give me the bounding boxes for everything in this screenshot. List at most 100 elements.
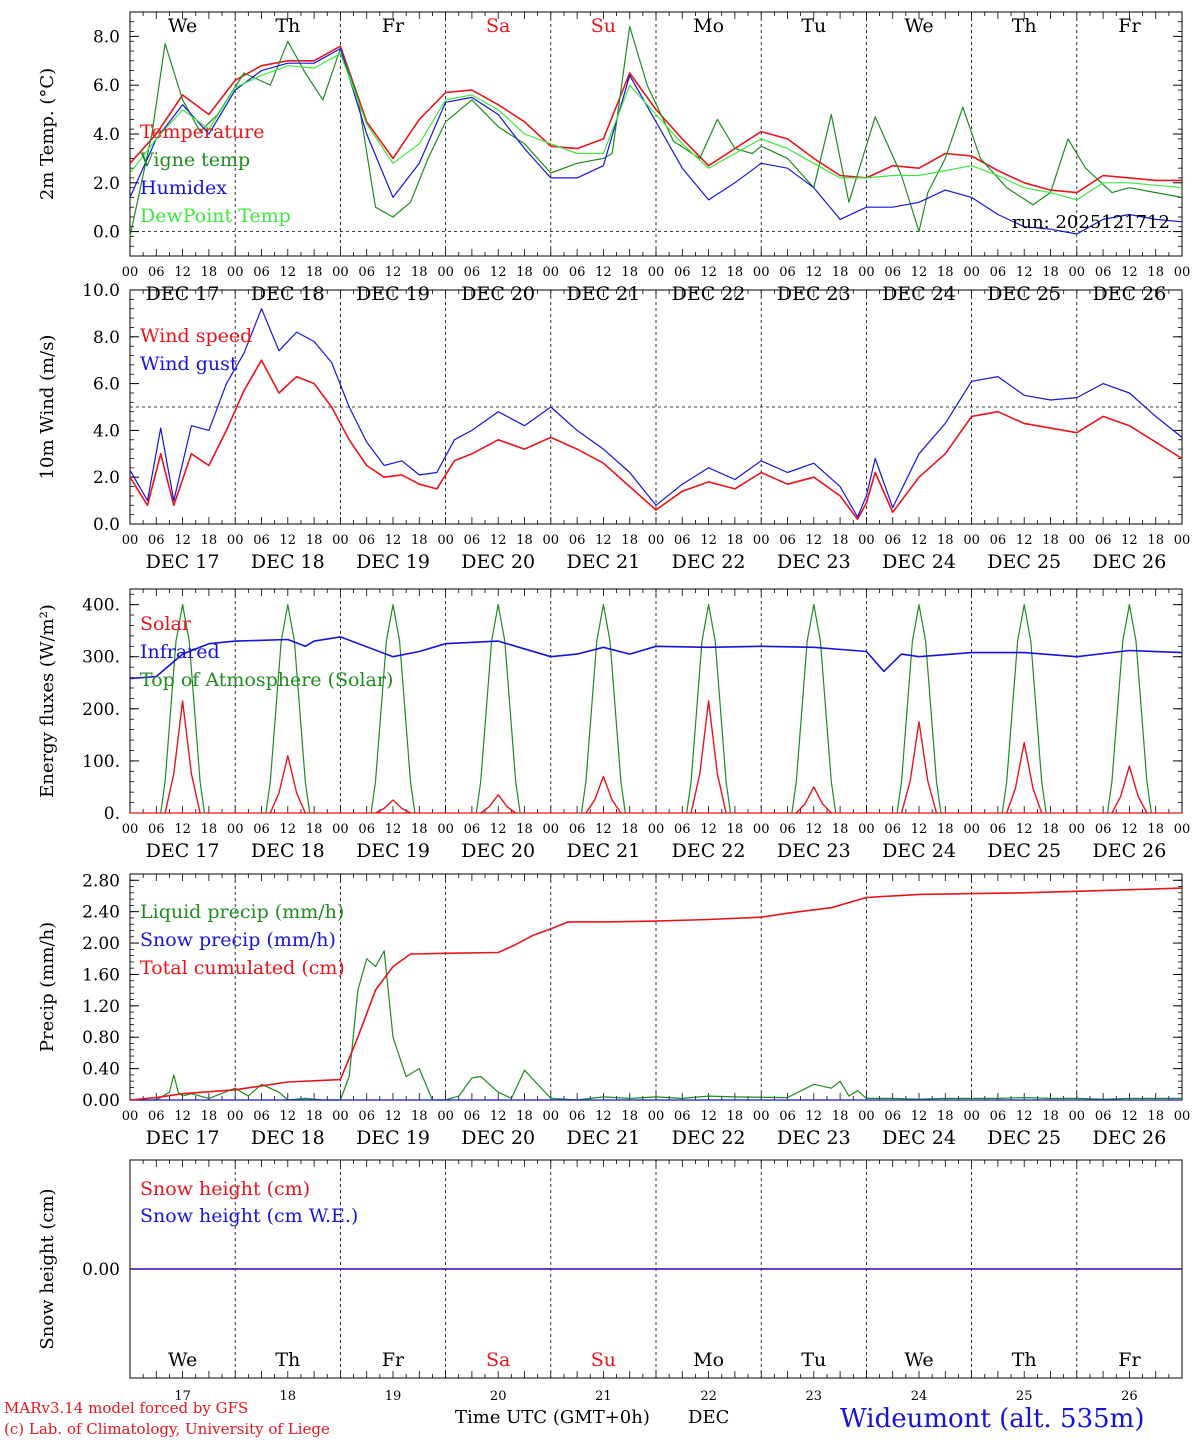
hour-label: 18 — [832, 1109, 849, 1124]
hour-label: 00 — [858, 265, 875, 280]
day-number-label: 21 — [595, 1389, 612, 1404]
hour-label: 12 — [595, 265, 612, 280]
legend-wind-speed: Wind speed — [140, 325, 252, 347]
y-tick-label: 0.0 — [93, 515, 120, 535]
hour-label: 18 — [411, 533, 428, 548]
hour-label: 06 — [884, 822, 901, 837]
y-tick-label: 4.0 — [93, 125, 120, 145]
legend-humidex: Humidex — [140, 177, 227, 199]
y-tick-label: 6.0 — [93, 375, 120, 395]
hour-label: 00 — [753, 1109, 770, 1124]
hour-label: 12 — [1016, 533, 1033, 548]
weekday-label: Fr — [382, 1349, 405, 1371]
hour-label: 12 — [1121, 265, 1138, 280]
weekday-label: Fr — [1118, 15, 1141, 37]
hour-label: 00 — [437, 265, 454, 280]
y-tick-label: 0.40 — [82, 1060, 120, 1080]
hour-label: 06 — [990, 533, 1007, 548]
day-number-label: 23 — [806, 1389, 823, 1404]
hour-label: 00 — [963, 1109, 980, 1124]
date-label: DEC 25 — [987, 1127, 1061, 1149]
plot-frame — [129, 588, 1183, 814]
y-axis-label: 2m Temp. (°C) — [37, 68, 58, 200]
hour-label: 00 — [963, 533, 980, 548]
solar-day-4 — [480, 794, 517, 814]
series-vigne-temp — [129, 26, 1183, 237]
weekday-label: Tu — [801, 1349, 826, 1371]
hour-label: 00 — [1069, 533, 1086, 548]
date-label: DEC 25 — [987, 551, 1061, 573]
hour-label: 18 — [937, 265, 954, 280]
toa-solar-day-2 — [265, 603, 311, 814]
hour-label: 06 — [674, 533, 691, 548]
hour-label: 12 — [1016, 1109, 1033, 1124]
legend-total-cumulated-cm-: Total cumulated (cm) — [140, 957, 345, 979]
toa-solar-day-4 — [475, 603, 521, 814]
y-tick-label: 0.0 — [93, 223, 120, 243]
date-label: DEC 18 — [251, 1127, 325, 1149]
weekday-label: Mo — [693, 15, 724, 37]
hour-label: 18 — [516, 265, 533, 280]
hour-label: 06 — [569, 1109, 586, 1124]
hour-label: 06 — [779, 533, 796, 548]
hour-label: 06 — [358, 822, 375, 837]
hour-label: 18 — [306, 1109, 323, 1124]
y-axis-label: Snow height (cm) — [37, 1188, 58, 1349]
hour-label: 18 — [727, 265, 744, 280]
y-tick-label: 4.0 — [93, 421, 120, 441]
hour-label: 00 — [963, 822, 980, 837]
date-label: DEC 19 — [356, 1127, 430, 1149]
hour-label: 00 — [543, 265, 560, 280]
date-label: DEC 18 — [251, 840, 325, 862]
solar-day-1 — [164, 700, 201, 814]
hour-label: 00 — [1174, 265, 1191, 280]
legend-vigne-temp: Vigne temp — [139, 149, 250, 171]
day-number-label: 26 — [1121, 1389, 1138, 1404]
date-label: DEC 20 — [461, 551, 535, 573]
toa-solar-day-10 — [1106, 603, 1152, 814]
solar-day-2 — [269, 755, 306, 814]
hour-label: 12 — [911, 265, 928, 280]
weekday-label: Fr — [1118, 1349, 1141, 1371]
hour-label: 00 — [437, 1109, 454, 1124]
hour-label: 18 — [832, 533, 849, 548]
hour-label: 18 — [1042, 265, 1059, 280]
y-axis-label: Energy fluxes (W/m²) — [37, 604, 58, 798]
hour-label: 12 — [174, 265, 191, 280]
date-label: DEC 17 — [146, 551, 220, 573]
hour-label: 18 — [201, 822, 218, 837]
weekday-label: Th — [275, 1349, 300, 1371]
y-tick-label: 0.80 — [82, 1028, 120, 1048]
y-tick-label: 1.60 — [82, 965, 120, 985]
hour-label: 12 — [595, 533, 612, 548]
weekday-label: Mo — [693, 1349, 724, 1371]
weekday-label: Th — [1012, 15, 1037, 37]
solar-day-6 — [690, 700, 727, 814]
hour-label: 12 — [911, 533, 928, 548]
date-label: DEC 22 — [672, 1127, 746, 1149]
hour-label: 12 — [174, 533, 191, 548]
hour-label: 18 — [937, 533, 954, 548]
x-axis-label: Time UTC (GMT+0h) — [455, 1407, 650, 1428]
hour-label: 18 — [1147, 822, 1164, 837]
weekday-label: We — [168, 1349, 197, 1371]
legend-snow-height-cm-w-e-: Snow height (cm W.E.) — [140, 1205, 358, 1227]
lab-credit: (c) Lab. of Climatology, University of L… — [4, 1420, 330, 1438]
y-tick-label: 2.80 — [82, 871, 120, 891]
hour-label: 00 — [227, 265, 244, 280]
weekday-label: We — [168, 15, 197, 37]
hour-label: 18 — [516, 533, 533, 548]
legend-wind-gust: Wind gust — [140, 353, 238, 375]
day-number-label: 19 — [385, 1389, 402, 1404]
y-tick-label: 0.00 — [82, 1091, 120, 1111]
weekday-label: Su — [591, 1349, 616, 1371]
date-label: DEC 24 — [882, 551, 956, 573]
hour-label: 00 — [543, 1109, 560, 1124]
hour-label: 06 — [884, 1109, 901, 1124]
hour-label: 12 — [280, 1109, 297, 1124]
date-label: DEC 21 — [566, 551, 640, 573]
hour-label: 00 — [1174, 1109, 1191, 1124]
hour-label: 12 — [700, 265, 717, 280]
date-label: DEC 23 — [777, 551, 851, 573]
